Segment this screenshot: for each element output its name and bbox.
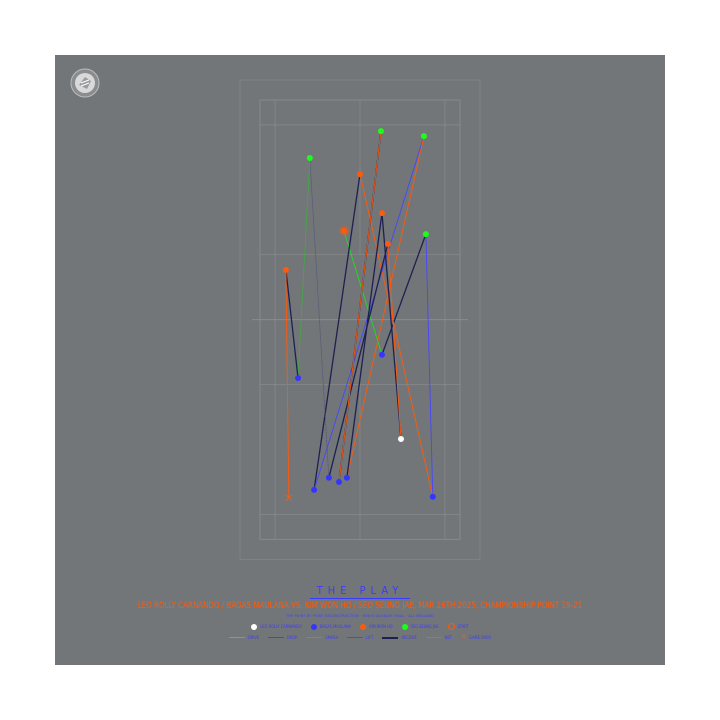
legend-item-smash: SMASH [306,635,338,640]
badminton-court-diagram [239,79,481,560]
legend-item-seo: SEO SEUNG JAE [401,623,439,630]
player-position-bagas [311,486,318,493]
shot-legend: DRIVE DROP SMASH LIFT RECEIVE NET ✕ GAME … [55,633,665,641]
shot-receive-line [285,269,299,379]
line-swatch-icon [306,637,323,638]
line-swatch-icon [268,637,285,638]
line-swatch-icon [425,637,442,638]
match-headline: LEO ROLLY CARNANDO / BAGAS MAULANA VS. K… [137,601,583,611]
legend-label: DRIVE [247,635,260,640]
legend-label: START [457,624,469,629]
shot-smash-line [346,135,425,478]
legend-label: DROP [287,635,298,640]
legend-label: GAME OVER [469,635,492,640]
legend-item-start: START [447,623,469,630]
line-swatch-icon [347,637,364,638]
legend-item-drop: DROP [268,635,297,640]
legend-label: LIFT [366,635,374,640]
player-position-bagas [343,474,350,481]
player-position-bagas [295,375,302,382]
player-position-kim [282,266,289,273]
legend-item-lift: LIFT [347,635,373,640]
shot-receive-line [381,213,402,440]
player-dot-icon [310,623,317,630]
player-position-seo [422,231,429,238]
player-position-leo [397,436,404,443]
shot-net-line [297,158,311,379]
legend-item-game-over: ✕ GAME OVER [460,633,492,641]
player-position-kim [378,210,385,217]
player-position-kim [384,240,391,247]
shot-smash-line [359,173,434,497]
logo-badge-icon [70,68,100,98]
legend-label: RECEIVE [401,635,417,640]
player-position-bagas [325,474,332,481]
shot-receive-line [381,233,427,355]
court-surround [239,79,481,560]
player-position-seo [420,133,427,140]
legend-item-kim: KIM WON HO [360,623,393,630]
shot-receive-line [346,213,383,478]
shot-smash-line [285,269,290,498]
player-position-bagas [336,478,343,485]
player-position-kim [340,227,347,234]
shot-lift-line [425,234,434,497]
legend-label: NET [444,635,452,640]
line-swatch-icon [382,636,399,639]
legend-label: SMASH [325,635,339,640]
shot-receive-line [328,243,389,478]
poster-panel: THE PLAY LEO ROLLY CARNANDO / BAGAS MAUL… [55,55,665,665]
shot-smash-line [387,243,402,440]
legend-item-receive: RECEIVE [382,635,417,640]
legend-item-bagas: BAGAS MAULANA [310,623,352,630]
legend-item-net: NET [425,635,452,640]
player-position-kim [357,171,363,178]
player-dot-icon [401,623,408,630]
legend-item-leo: LEO ROLLY CARNANDO [251,623,302,630]
player-position-seo [377,128,384,135]
legend-label: BAGAS MAULANA [319,624,352,629]
player-position-bagas [429,493,436,500]
cross-icon: ✕ [460,633,467,641]
legend-item-drive: DRIVE [228,635,260,640]
shot-drop-line [309,158,330,478]
legend-label: LEO ROLLY CARNANDO [260,624,302,629]
player-position-seo [306,155,313,162]
shot-smash-line [338,131,382,483]
player-dot-icon [360,623,367,630]
poster-title: THE PLAY [316,584,404,597]
poster-subtitle: THE POINT BY POINT RECONSTRUCTION · MEN'… [286,614,434,618]
shot-receive-line [313,174,361,490]
player-position-bagas [378,351,385,358]
start-ring-icon [447,623,455,630]
shot-drive-line [343,230,383,355]
player-legend: LEO ROLLY CARNANDO BAGAS MAULANA KIM WON… [55,623,665,630]
title-underline [310,598,410,599]
player-dot-icon [251,623,258,630]
game-over-cross-icon [285,494,293,502]
legend-label: KIM WON HO [369,624,393,629]
line-swatch-icon [228,637,245,638]
legend-label: SEO SEUNG JAE [410,624,439,629]
